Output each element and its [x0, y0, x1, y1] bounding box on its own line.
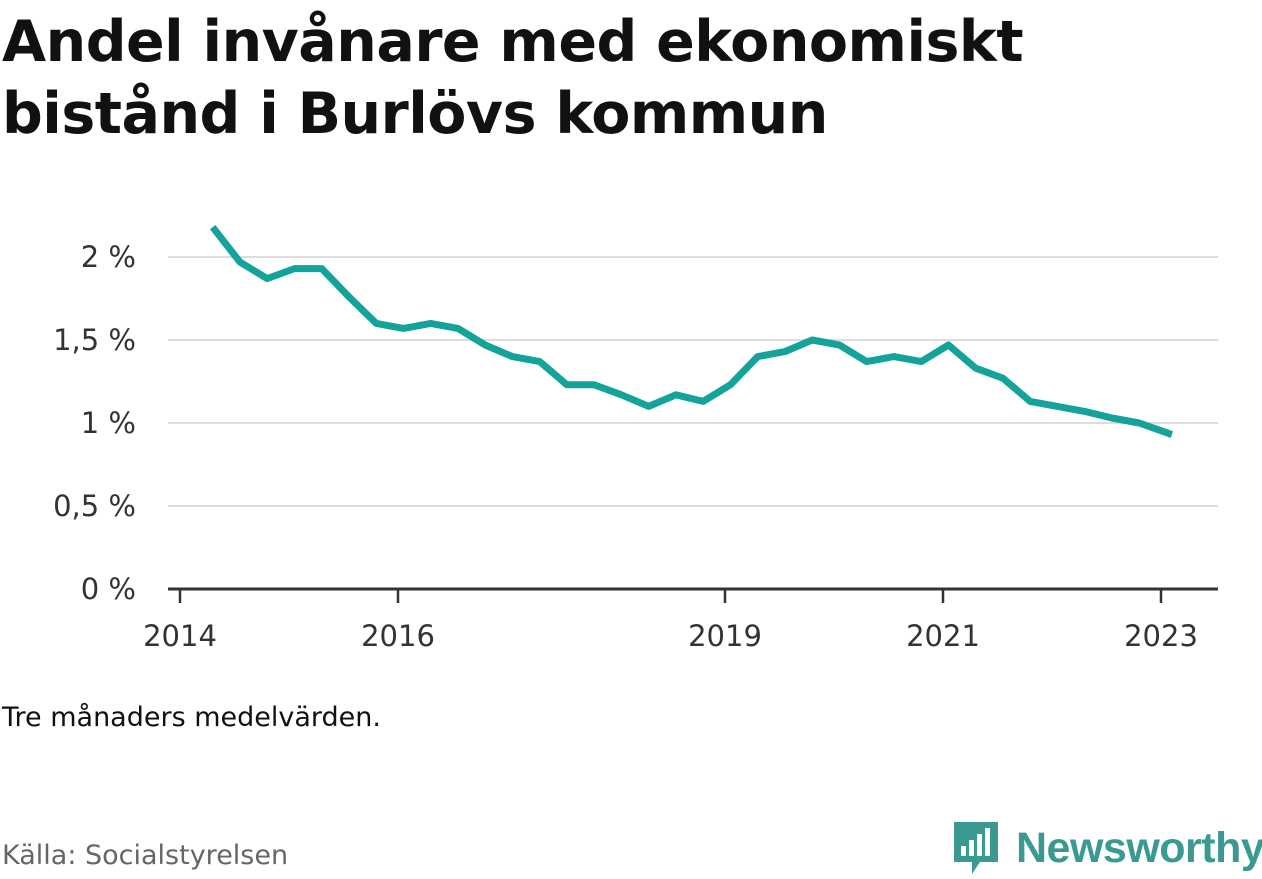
chart-note: Tre månaders medelvärden.: [2, 702, 381, 733]
series-group: [209, 224, 1174, 438]
y-tick-label: 1,5 %: [53, 323, 136, 357]
y-tick-label: 0,5 %: [53, 489, 136, 523]
y-tick-label: 0 %: [81, 572, 136, 606]
y-tick-label: 2 %: [81, 240, 136, 274]
chart-title: Andel invånare med ekonomiskt bistånd i …: [2, 9, 1024, 147]
brand-logo: Newsworthy: [950, 818, 1262, 878]
x-tick-label: 2021: [906, 619, 980, 653]
gridlines: [168, 256, 1218, 507]
y-axis-labels: 0 % 0,5 % 1 % 1,5 % 2 %: [53, 240, 136, 606]
x-axis: 2014 2016 2019 2021 2023: [143, 587, 1218, 653]
y-tick-label: 1 %: [81, 406, 136, 440]
x-tick-label: 2019: [688, 619, 762, 653]
source-credit: Källa: Socialstyrelsen: [2, 840, 289, 871]
x-tick-label: 2023: [1124, 619, 1198, 653]
x-tick-label: 2014: [143, 619, 217, 653]
series-line: [209, 224, 1174, 438]
newsworthy-logo-icon: [954, 822, 998, 874]
x-tick-label: 2016: [361, 619, 435, 653]
brand-name: Newsworthy: [1016, 823, 1262, 872]
